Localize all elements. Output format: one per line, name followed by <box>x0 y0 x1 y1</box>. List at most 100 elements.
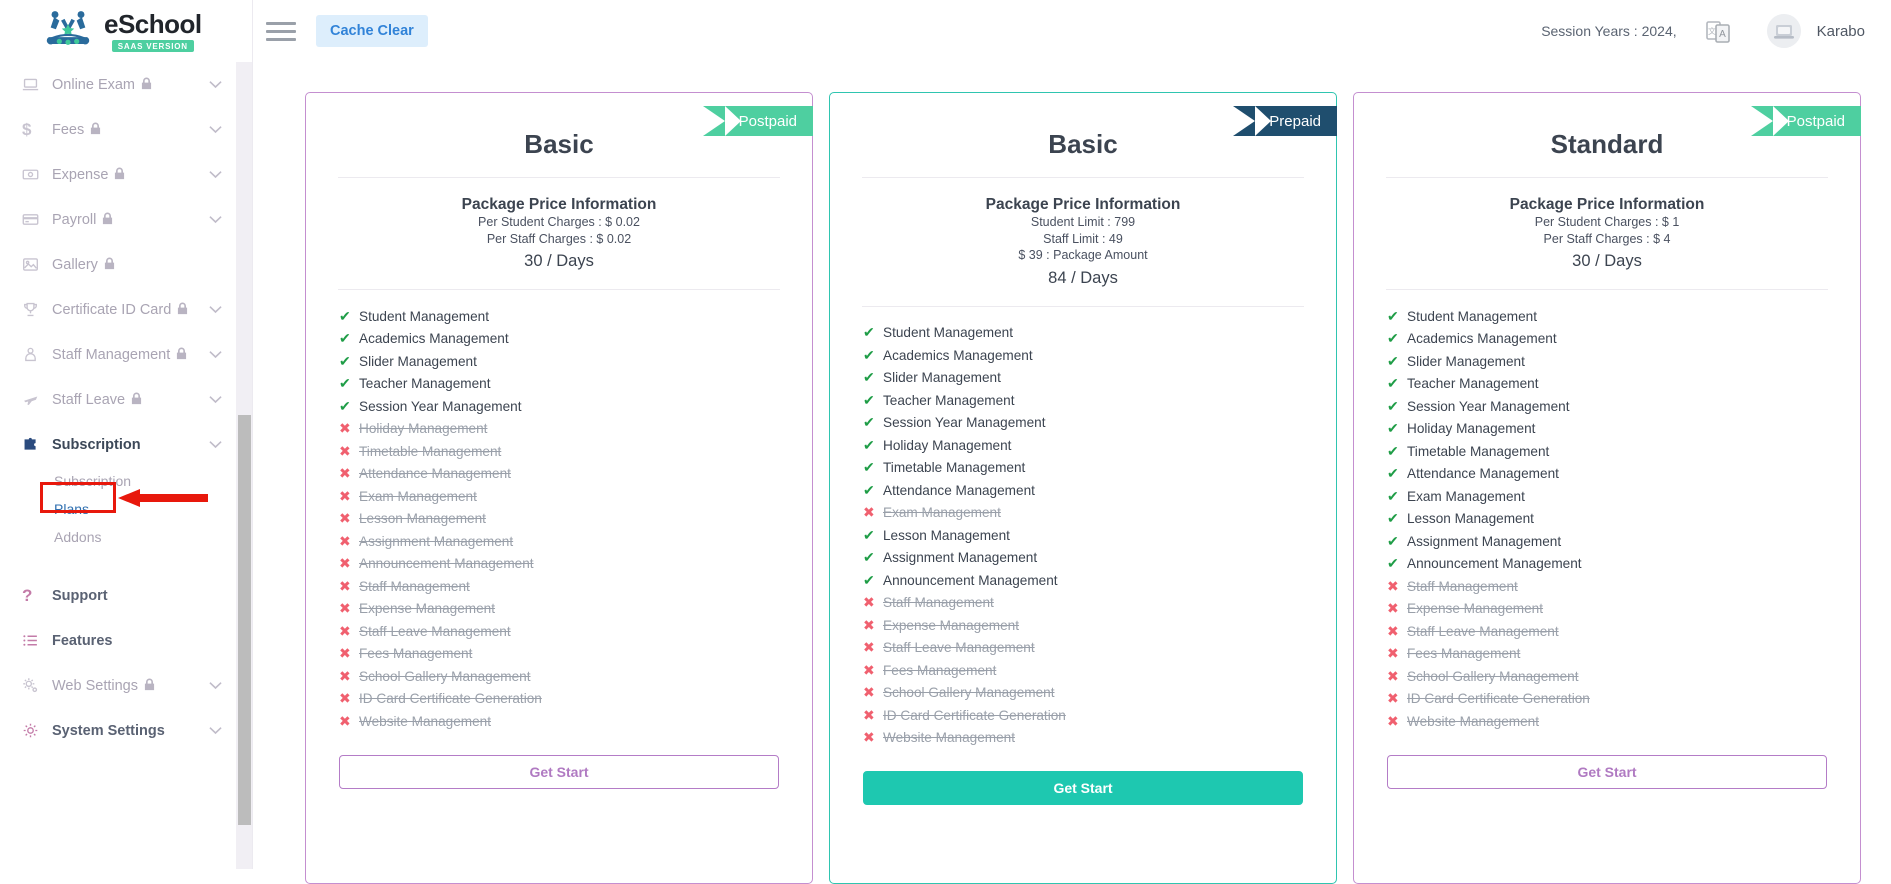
svg-text:A: A <box>1719 29 1726 40</box>
cross-icon: ✖ <box>339 622 351 639</box>
sidebar-item-label: Support <box>52 587 108 604</box>
check-icon: ✔ <box>339 352 351 369</box>
check-icon: ✔ <box>863 571 875 588</box>
chevron-down-icon[interactable] <box>209 305 222 314</box>
feature-label: Teacher Management <box>883 392 1015 408</box>
cache-clear-button[interactable]: Cache Clear <box>316 15 428 47</box>
user-name-label[interactable]: Karabo <box>1816 22 1865 40</box>
session-years-label: Session Years : 2024, <box>1541 23 1677 39</box>
user-avatar-icon[interactable] <box>1766 14 1801 48</box>
get-start-button[interactable]: Get Start <box>1387 754 1827 789</box>
check-icon: ✔ <box>339 375 351 392</box>
feature-item: ✖ Staff Management <box>1387 575 1860 598</box>
check-icon: ✔ <box>1387 307 1399 324</box>
sidebar-scrollbar-thumb[interactable] <box>238 415 251 825</box>
feature-label: Timetable Management <box>359 443 502 459</box>
chevron-down-icon[interactable] <box>209 125 222 134</box>
feature-item: ✔ Holiday Management <box>1387 418 1860 441</box>
check-icon: ✔ <box>863 459 875 476</box>
plan-card: Postpaid Basic Package Price Information Pe… <box>305 92 813 884</box>
feature-item: ✖ Attendance Management <box>339 463 812 486</box>
cross-icon: ✖ <box>863 616 875 633</box>
feature-label: Expense Management <box>359 601 496 617</box>
chevron-down-icon[interactable] <box>209 80 222 89</box>
main-content: Postpaid Basic Package Price Information Pe… <box>253 62 1891 884</box>
trophy-icon <box>22 301 46 318</box>
lock-icon <box>131 392 142 407</box>
get-start-button[interactable]: Get Start <box>863 771 1303 805</box>
check-icon: ✔ <box>1387 397 1399 414</box>
cross-icon: ✖ <box>1387 667 1399 684</box>
sidebar-item-label: Web Settings <box>52 677 138 694</box>
feature-label: School Gallery Management <box>1407 668 1579 684</box>
puzzle-icon <box>22 436 46 453</box>
lock-icon <box>102 212 113 227</box>
cross-icon: ✖ <box>339 600 351 617</box>
sidebar-item-expense[interactable]: Expense <box>0 152 236 197</box>
sidebar-item-subscription[interactable]: Subscription <box>0 422 236 467</box>
sidebar-item-fees[interactable]: $ Fees <box>0 107 236 152</box>
sidebar-item-gallery[interactable]: Gallery <box>0 242 236 287</box>
header-right-group: Session Years : 2024, A 文 Karabo <box>1541 14 1891 48</box>
cross-icon: ✖ <box>339 510 351 527</box>
feature-item: ✖ Expense Management <box>339 598 812 621</box>
check-icon: ✔ <box>1387 442 1399 459</box>
sidebar-item-features[interactable]: Features <box>0 618 236 663</box>
feature-item: ✖ Assignment Management <box>339 530 812 553</box>
lock-icon <box>141 77 152 92</box>
get-start-button[interactable]: Get Start <box>339 754 779 789</box>
feature-list: ✔ Student Management ✔ Academics Management… <box>306 290 812 733</box>
check-icon: ✔ <box>1387 532 1399 549</box>
feature-label: Staff Leave Management <box>883 640 1035 656</box>
cross-icon: ✖ <box>1387 712 1399 729</box>
sidebar-item-staff-management[interactable]: Staff Management <box>0 332 236 377</box>
hamburger-icon[interactable] <box>266 16 296 46</box>
eschool-logo-icon <box>42 10 94 52</box>
feature-label: Exam Management <box>883 505 1001 521</box>
sidebar-subitem-addons[interactable]: Addons <box>54 529 102 545</box>
chevron-down-icon[interactable] <box>209 170 222 179</box>
sidebar-item-online-exam[interactable]: Online Exam <box>0 62 236 107</box>
brand-logo-block[interactable]: eSchool SAAS VERSION <box>0 0 252 62</box>
sidebar-item-web-settings[interactable]: Web Settings <box>0 663 236 708</box>
cross-icon: ✖ <box>339 645 351 662</box>
check-icon: ✔ <box>863 549 875 566</box>
sidebar-subitem-subscription[interactable]: Subscription <box>54 473 132 489</box>
feature-label: Holiday Management <box>883 437 1012 453</box>
feature-item: ✖ Fees Management <box>339 643 812 666</box>
chevron-down-icon[interactable] <box>209 726 222 735</box>
feature-label: Timetable Management <box>883 460 1026 476</box>
language-translate-icon[interactable]: A 文 <box>1705 18 1731 44</box>
check-icon: ✔ <box>339 330 351 347</box>
sidebar-item-staff-leave[interactable]: Staff Leave <box>0 377 236 422</box>
sidebar-item-support[interactable]: ? Support <box>0 573 236 618</box>
feature-item: ✔ Lesson Management <box>863 524 1336 547</box>
feature-item: ✖ ID Card Certificate Generation <box>1387 688 1860 711</box>
check-icon: ✔ <box>863 391 875 408</box>
plan-type-ribbon: Postpaid <box>702 106 813 136</box>
chevron-down-icon[interactable] <box>209 440 222 449</box>
check-icon: ✔ <box>1387 375 1399 392</box>
chevron-down-icon[interactable] <box>209 215 222 224</box>
chevron-down-icon[interactable] <box>209 395 222 404</box>
feature-label: Attendance Management <box>1407 466 1559 482</box>
sidebar-item-system-settings[interactable]: System Settings <box>0 708 236 753</box>
sidebar-item-label: Payroll <box>52 211 97 228</box>
nav-spacer <box>0 551 236 573</box>
sidebar-subitem-plans[interactable]: Plans <box>54 501 90 517</box>
check-icon: ✔ <box>1387 352 1399 369</box>
chevron-down-icon[interactable] <box>209 350 222 359</box>
features-divider <box>1386 289 1828 290</box>
feature-item: ✔ Student Management <box>339 305 812 328</box>
sidebar-item-label: Features <box>52 632 113 649</box>
sidebar-item-payroll[interactable]: Payroll <box>0 197 236 242</box>
chevron-down-icon[interactable] <box>209 681 222 690</box>
feature-item: ✔ Academics Management <box>339 328 812 351</box>
feature-item: ✔ Teacher Management <box>863 389 1336 412</box>
staff-icon <box>22 346 46 363</box>
feature-label: Session Year Management <box>883 415 1046 431</box>
feature-list: ✔ Student Management ✔ Academics Management… <box>1354 290 1860 733</box>
feature-item: ✔ Session Year Management <box>863 412 1336 435</box>
sidebar-item-certificate-id-card[interactable]: Certificate ID Card <box>0 287 236 332</box>
feature-item: ✔ Timetable Management <box>1387 440 1860 463</box>
